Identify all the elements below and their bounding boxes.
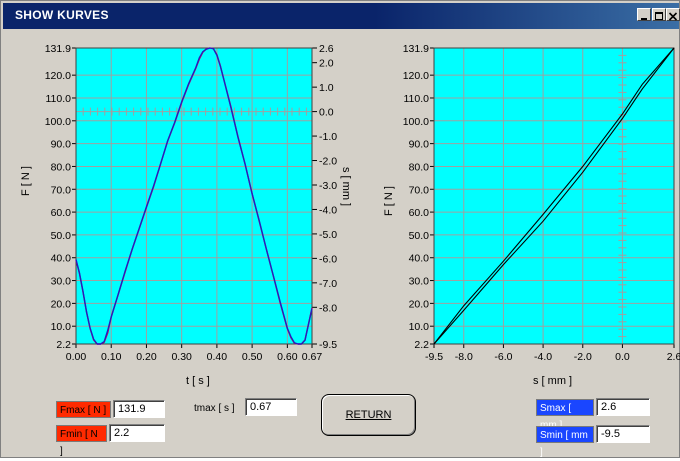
left-y2-tick-label: -5.0	[319, 229, 337, 241]
fmin-label: Fmin [ N ]	[56, 425, 107, 457]
left-y-tick-label: 120.0	[45, 70, 71, 82]
smax-value-field[interactable]: 2.6	[596, 398, 650, 416]
right-y-tick-label: 131.9	[403, 43, 429, 55]
title-bar[interactable]: SHOW KURVES	[3, 3, 680, 29]
right-x-tick-label: -6.0	[494, 351, 512, 363]
smax-label: Smax [ mm ]	[536, 399, 594, 431]
right-x-tick-label: 2.6	[667, 351, 680, 363]
fmax-value-field[interactable]: 131.9	[113, 400, 165, 418]
left-ylabel: F [ N ]	[20, 166, 32, 196]
right-x-tick-label: -2.0	[574, 351, 592, 363]
left-y-tick-label: 2.2	[56, 339, 71, 351]
left-y-tick-label: 90.0	[51, 139, 72, 151]
left-x-tick-label: 0.00	[66, 351, 87, 363]
right-x-tick-label: -9.5	[425, 351, 443, 363]
left-x-tick-label: 0.30	[171, 351, 192, 363]
left-y-tick-label: 10.0	[51, 321, 72, 333]
smin-value-field[interactable]: -9.5	[596, 425, 650, 443]
left-x-tick-label: 0.40	[207, 351, 228, 363]
left-x-tick-label: 0.20	[136, 351, 157, 363]
right-x-tick-label: 0.0	[615, 351, 630, 363]
left-x-tick-label: 0.50	[242, 351, 263, 363]
right-x-tick-label: -4.0	[534, 351, 552, 363]
fmin-value-field[interactable]: 2.2	[109, 424, 165, 442]
left-y2-tick-label: 2.6	[319, 43, 334, 55]
minimize-icon	[641, 18, 647, 20]
maximize-icon	[655, 12, 663, 20]
right-y-tick-label: 60.0	[409, 207, 430, 219]
right-plot-area	[434, 48, 674, 344]
right-y-tick-label: 80.0	[409, 161, 430, 173]
left-series-line-1	[75, 47, 313, 345]
left-y-tick-label: 131.9	[45, 43, 71, 55]
left-y2-tick-label: -6.0	[319, 253, 337, 265]
left-y2-tick-label: 0.0	[319, 107, 334, 119]
tmax-label: tmax [ s ]	[190, 399, 244, 416]
close-icon	[668, 12, 678, 21]
left-y-tick-label: 70.0	[51, 184, 72, 196]
left-y-tick-label: 30.0	[51, 276, 72, 288]
minimize-button[interactable]	[637, 8, 651, 21]
right-y-tick-label: 90.0	[409, 139, 430, 151]
right-y-tick-label: 100.0	[403, 116, 429, 128]
right-y-tick-label: 50.0	[409, 230, 430, 242]
return-button[interactable]: RETURN	[321, 394, 416, 436]
window-title: SHOW KURVES	[15, 8, 109, 22]
right-series-line-1	[433, 47, 675, 345]
smin-label: Smin [ mm ]	[536, 426, 594, 458]
maximize-button[interactable]	[652, 8, 666, 21]
left-y2-tick-label: -7.0	[319, 278, 337, 290]
right-xlabel: s [ mm ]	[533, 375, 573, 387]
right-plot-border	[433, 47, 675, 345]
left-x-tick-label: 0.60	[277, 351, 298, 363]
left-y2-tick-label: 2.0	[319, 58, 334, 70]
tmax-value-field[interactable]: 0.67	[245, 398, 297, 416]
right-y-tick-label: 20.0	[409, 298, 430, 310]
left-y2-tick-label: 1.0	[319, 82, 334, 94]
left-xlabel: t [ s ]	[186, 375, 210, 387]
right-y-tick-label: 40.0	[409, 253, 430, 265]
fmax-label: Fmax [ N ]	[56, 401, 111, 418]
left-y2-tick-label: -8.0	[319, 302, 337, 314]
left-y2-tick-label: -3.0	[319, 180, 337, 192]
right-y-tick-label: 2.2	[414, 339, 429, 351]
left-y-tick-label: 110.0	[46, 93, 72, 105]
left-y-tick-label: 50.0	[51, 230, 72, 242]
right-y-tick-label: 120.0	[403, 70, 429, 82]
right-y-tick-label: 70.0	[409, 184, 430, 196]
right-series-line-0	[433, 47, 675, 345]
left-y-tick-label: 60.0	[51, 207, 72, 219]
left-y-tick-label: 100.0	[45, 116, 71, 128]
left-y-tick-label: 80.0	[51, 161, 72, 173]
left-x-tick-label: 0.67	[302, 351, 323, 363]
left-y2label: s [ mm ]	[340, 167, 352, 207]
left-x-tick-label: 0.10	[101, 351, 122, 363]
left-plot-area	[76, 48, 312, 344]
left-y-tick-label: 40.0	[51, 253, 72, 265]
left-y2-tick-label: -1.0	[319, 131, 337, 143]
left-y-tick-label: 20.0	[51, 298, 72, 310]
left-y2-tick-label: -4.0	[319, 204, 337, 216]
right-y-tick-label: 10.0	[409, 321, 430, 333]
left-y2-tick-label: -2.0	[319, 156, 337, 168]
right-x-tick-label: -8.0	[455, 351, 473, 363]
right-y-tick-label: 110.0	[404, 93, 430, 105]
left-plot-border	[75, 47, 313, 345]
left-y2-tick-label: -9.5	[319, 339, 337, 351]
right-ylabel: F [ N ]	[383, 186, 395, 216]
right-y-tick-label: 30.0	[409, 276, 430, 288]
